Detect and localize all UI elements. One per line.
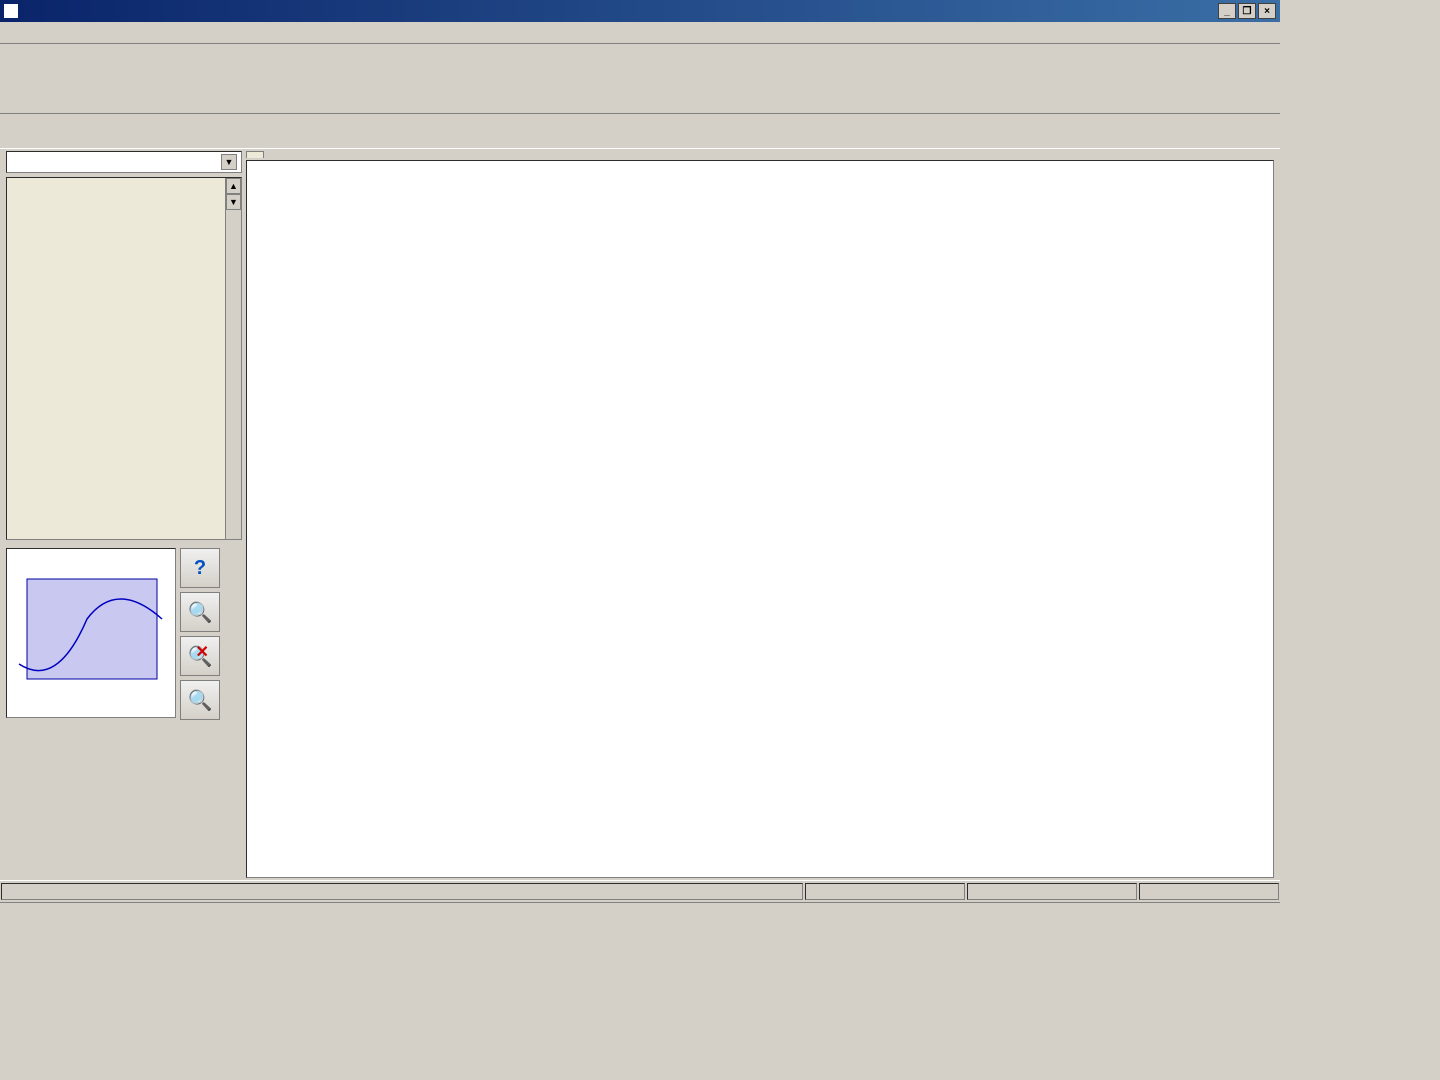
close-button[interactable]: × — [1258, 3, 1276, 19]
tab-general-view[interactable] — [246, 151, 264, 158]
preview-label — [7, 549, 175, 553]
toolbar — [0, 44, 1280, 114]
palette-scrollbar[interactable]: ▲ ▼ — [225, 178, 241, 539]
icon-palette: ▲ ▼ — [6, 177, 242, 540]
minimize-button[interactable]: _ — [1218, 3, 1236, 19]
zoom-in-button[interactable]: 🔍 — [180, 680, 220, 720]
plot-panel — [246, 151, 1274, 878]
status-device — [805, 883, 965, 900]
maximize-button[interactable]: ❐ — [1238, 3, 1256, 19]
status-empty — [1, 883, 803, 900]
fkey-bar — [0, 902, 1280, 960]
left-panel: ▼ ▲ ▼ ? 🔍 🔍✕ 🔍 — [6, 151, 242, 878]
titlebar: _ ❐ × — [0, 0, 1280, 22]
help-button[interactable]: ? — [180, 548, 220, 588]
status-force — [967, 883, 1137, 900]
app-icon — [4, 4, 18, 18]
menubar — [0, 22, 1280, 44]
scroll-down-icon[interactable]: ▼ — [226, 194, 241, 210]
zoom-reset-button[interactable]: 🔍✕ — [180, 636, 220, 676]
scroll-up-icon[interactable]: ▲ — [226, 178, 241, 194]
statusbar — [0, 880, 1280, 902]
status-user — [1139, 883, 1279, 900]
zoom-region-button[interactable]: 🔍 — [180, 592, 220, 632]
plot-area[interactable] — [246, 160, 1274, 878]
commands-combo[interactable]: ▼ — [6, 151, 242, 173]
main-tabs — [0, 114, 1280, 148]
chevron-down-icon[interactable]: ▼ — [221, 154, 237, 170]
preview-thumbnail — [6, 548, 176, 718]
